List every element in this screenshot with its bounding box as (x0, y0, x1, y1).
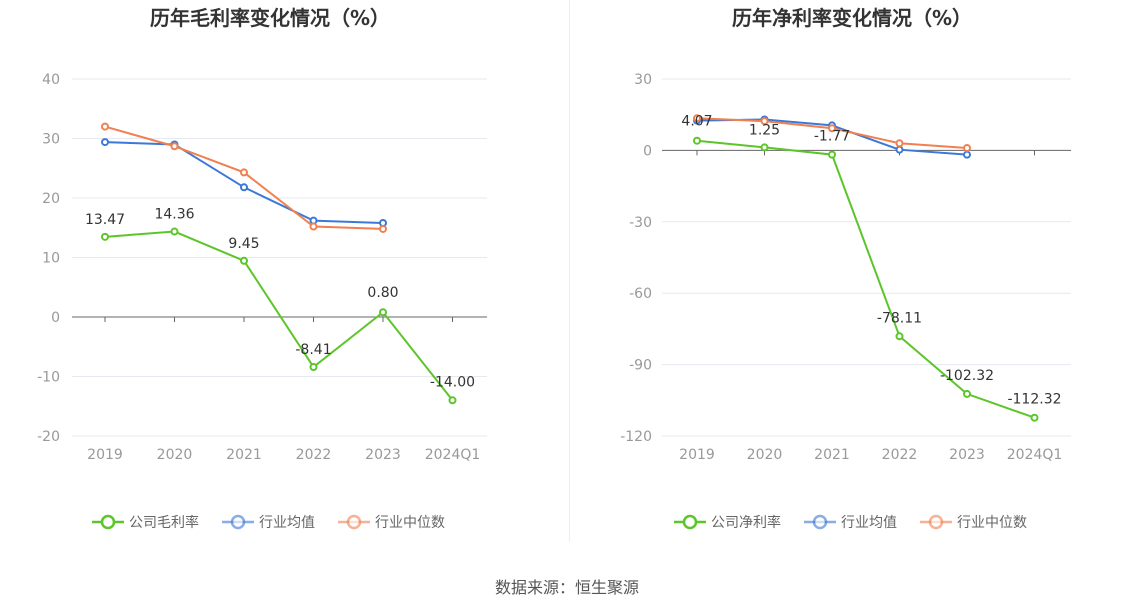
data-label: -8.41 (295, 342, 331, 358)
x-tick-label: 2019 (87, 447, 123, 463)
legend-marker (928, 514, 944, 530)
data-label: -14.00 (430, 374, 475, 390)
data-point-industry_avg (101, 138, 109, 147)
data-point-industry_median (963, 144, 971, 153)
data-point-industry_median (760, 117, 769, 126)
data-point-company (963, 389, 971, 398)
legend-marker (812, 514, 828, 530)
data-point-company (379, 308, 387, 317)
data-label: 9.45 (228, 236, 259, 252)
data-point-industry_median (170, 142, 179, 151)
chart-title: 历年毛利率变化情况（%） (150, 6, 390, 30)
x-tick-label: 2022 (882, 447, 918, 463)
y-tick-label: 0 (51, 310, 60, 326)
x-tick-label: 2024Q1 (425, 447, 481, 463)
chart-title: 历年净利率变化情况（%） (732, 6, 972, 30)
legend-marker (682, 514, 698, 530)
x-tick-label: 2020 (157, 447, 193, 463)
legend-marker (100, 514, 116, 530)
panel-divider (569, 0, 570, 542)
y-tick-label: 20 (42, 191, 60, 207)
y-tick-label: 30 (42, 132, 60, 148)
data-label: 13.47 (85, 212, 125, 228)
legend-item-company: 公司毛利率 (92, 514, 199, 531)
data-point-industry_median (693, 114, 701, 123)
legend-item-company: 公司净利率 (674, 514, 781, 531)
data-point-industry_avg (240, 183, 248, 192)
series-line-company (696, 139, 1035, 419)
data-point-industry_median (240, 168, 248, 177)
y-tick-label: -60 (629, 286, 652, 302)
y-tick-label: -20 (37, 429, 60, 445)
data-label: 14.36 (154, 207, 194, 223)
data-point-industry_median (828, 124, 836, 133)
data-point-industry_median (379, 224, 387, 233)
legend-label: 公司净利率 (711, 514, 781, 531)
data-point-company (1030, 413, 1039, 422)
x-tick-label: 2023 (365, 447, 401, 463)
legend-label: 行业均值 (259, 515, 315, 531)
data-point-industry_avg (963, 150, 971, 159)
chart-panel-1: 历年毛利率变化情况（%） -20 -10 0 10 20 30 40 2019 2020 2021 2… (37, 6, 487, 531)
legend-marker (346, 514, 362, 530)
x-tick-label: 2022 (296, 447, 332, 463)
data-label: -102.32 (940, 368, 994, 384)
data-point-company (309, 363, 318, 372)
x-tick-label: 2021 (226, 447, 262, 463)
legend-marker (230, 514, 246, 530)
data-point-company (693, 136, 701, 145)
x-tick-label: 2023 (949, 447, 985, 463)
legend-label: 行业中位数 (957, 515, 1027, 531)
data-point-industry_median (101, 122, 109, 131)
data-point-company (828, 150, 836, 159)
legend-item-industry_avg: 行业均值 (804, 514, 897, 531)
data-label: -112.32 (1007, 392, 1061, 408)
y-tick-label: 0 (643, 143, 652, 159)
data-source-note: 数据来源：恒生聚源 (494, 578, 639, 597)
data-label: 1.25 (749, 122, 780, 138)
legend-label: 行业均值 (841, 515, 897, 531)
series-line-industry_avg (104, 141, 384, 224)
x-tick-label: 2019 (679, 447, 715, 463)
data-label: 0.80 (367, 285, 398, 301)
y-tick-label: -120 (620, 429, 652, 445)
x-tick-label: 2020 (747, 447, 783, 463)
legend-item-industry_median: 行业中位数 (338, 514, 445, 531)
data-point-company (448, 396, 457, 405)
data-label: 4.07 (681, 114, 712, 130)
data-label: -1.77 (814, 129, 850, 145)
data-label: -78.11 (877, 310, 922, 326)
y-tick-label: 40 (42, 72, 60, 88)
x-tick-label: 2024Q1 (1007, 447, 1063, 463)
legend-label: 行业中位数 (375, 515, 445, 531)
y-tick-label: -10 (37, 370, 60, 386)
data-point-company (895, 332, 904, 341)
data-point-company (240, 256, 248, 265)
legend-item-industry_avg: 行业均值 (222, 514, 315, 531)
series-line-industry_median (104, 125, 384, 230)
data-point-industry_median (895, 139, 904, 148)
y-tick-label: 10 (42, 251, 60, 267)
x-tick-label: 2021 (814, 447, 850, 463)
data-point-industry_median (309, 222, 318, 231)
y-tick-label: -90 (629, 358, 652, 374)
data-point-company (170, 227, 179, 236)
legend-item-industry_median: 行业中位数 (920, 514, 1027, 531)
series-line-company (104, 230, 454, 401)
legend-label: 公司毛利率 (129, 514, 199, 531)
data-point-company (101, 232, 109, 241)
data-point-company (760, 143, 769, 152)
data-point-industry_avg (895, 145, 904, 154)
chart-panel-2: 历年净利率变化情况（%） -120 -90 -60 -30 0 30 2019 2020 2021… (620, 6, 1071, 531)
y-tick-label: 30 (634, 72, 652, 88)
y-tick-label: -30 (629, 215, 652, 231)
